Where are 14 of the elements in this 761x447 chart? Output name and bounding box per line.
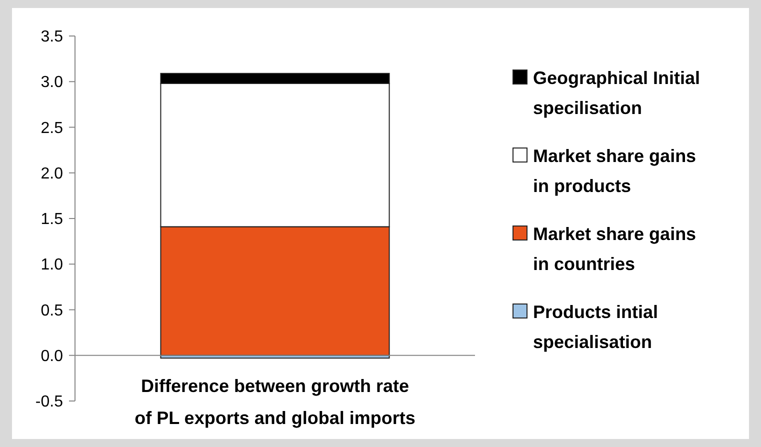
y-tick-label: 0.5 bbox=[40, 302, 64, 320]
x-tick-label: Difference between growth rate of PL exports and global imports bbox=[134, 376, 416, 428]
legend-label: Products intial specialisation bbox=[533, 302, 658, 352]
y-tick-label: 0.0 bbox=[40, 348, 64, 365]
y-tick-label: -0.5 bbox=[35, 394, 64, 411]
y-tick-label: 2.5 bbox=[40, 120, 64, 137]
y-tick-label: 3.0 bbox=[40, 74, 64, 92]
legend-label: Market share gains in countries bbox=[533, 224, 696, 274]
y-tick-label: 2.0 bbox=[40, 165, 64, 182]
legend-label: Market share gains in products bbox=[533, 146, 696, 196]
y-tick-label: 1.0 bbox=[40, 256, 64, 274]
y-tick-label: 1.5 bbox=[40, 211, 64, 228]
legend-label: Geographical Initial specilisation bbox=[533, 68, 700, 118]
y-tick-label: 3.5 bbox=[40, 28, 64, 46]
